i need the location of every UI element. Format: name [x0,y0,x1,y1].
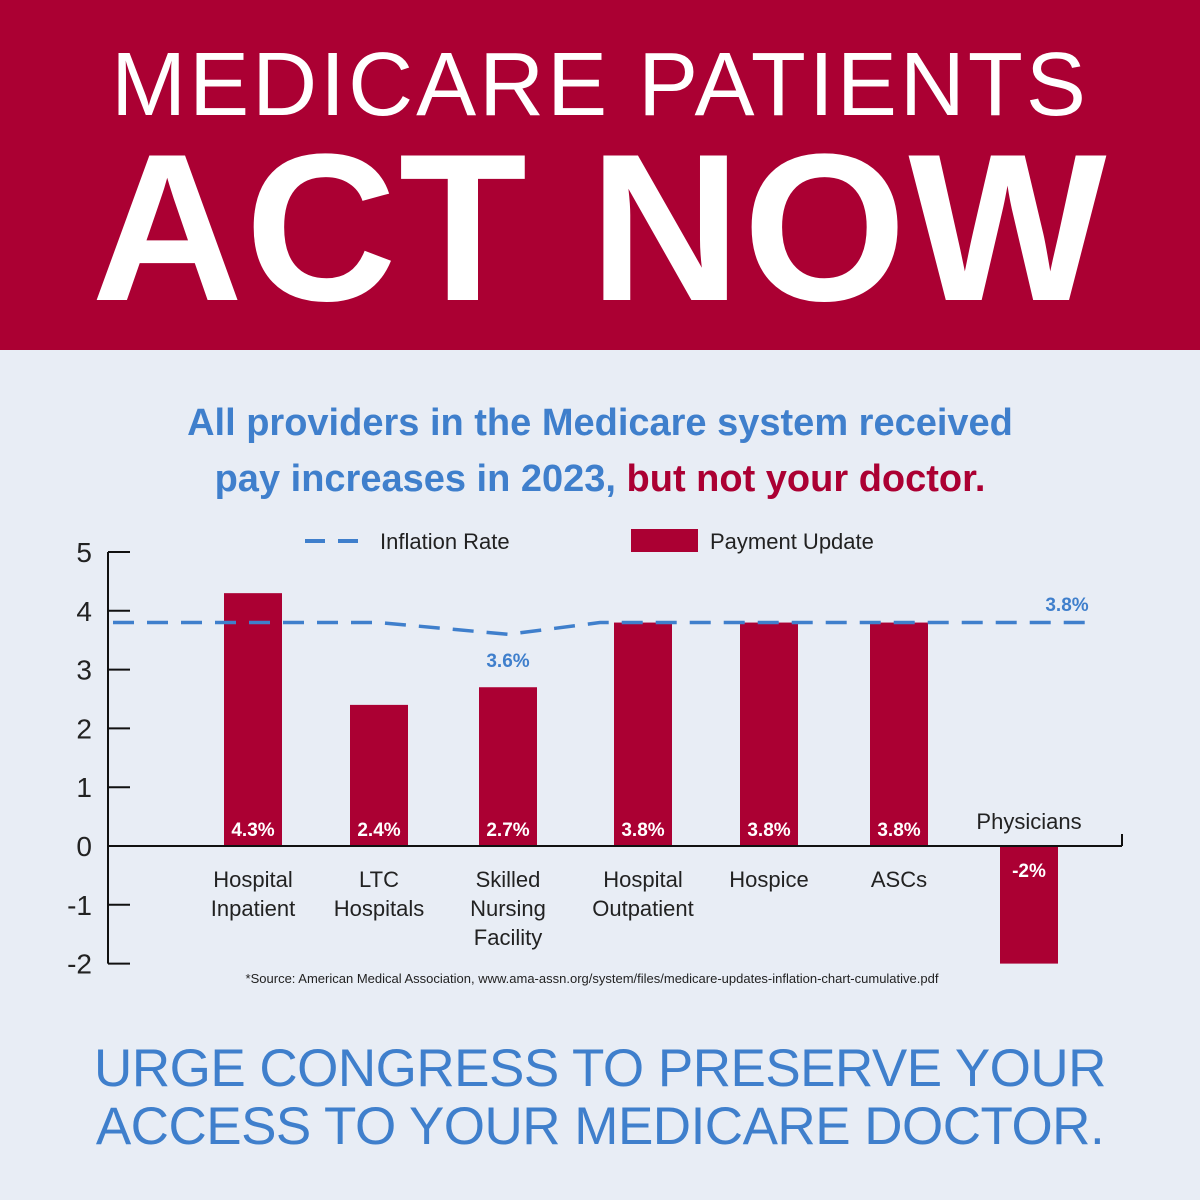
y-axis: 5 4 3 2 1 0 -1 -2 [67,537,1123,980]
category-label-line: Physicians [976,809,1081,834]
header-banner: MEDICARE PATIENTS ACT NOW [0,0,1200,350]
legend-payment-swatch [631,529,698,552]
category-label-line: LTC [359,867,399,892]
bar-value-label: 4.3% [231,820,274,841]
bar-value-label: 3.8% [747,820,790,841]
inflation-line [113,620,1095,637]
banner-title-line2: ACT NOW [91,110,1109,345]
y-tick-label: -2 [67,949,92,980]
category-label-line: Hospital [213,867,292,892]
y-tick-label: 1 [76,772,92,803]
y-tick-label: 5 [76,537,92,568]
legend-inflation-label: Inflation Rate [380,529,510,554]
payment-update-chart: Inflation Rate Payment Update 4.3% 2.4% 2.7… [67,529,1123,986]
bars-group: 4.3% 2.4% 2.7% 3.8% 3.8% 3.8% -2% [224,593,1058,964]
category-label: Hospital Inpatient [211,867,295,921]
bar [870,622,928,846]
y-tick-label: 3 [76,655,92,686]
category-label: ASCs [871,867,927,892]
inflation-label-end: 3.8% [1045,595,1088,616]
inflation-line-group: 3.6% 3.8% [113,595,1095,672]
source-note: *Source: American Medical Association, w… [246,971,939,986]
cta-line2: ACCESS TO YOUR MEDICARE DOCTOR. [95,1097,1105,1156]
bar [224,593,282,846]
category-labels: Hospital Inpatient LTC Hospitals Skilled Nurs… [211,809,1082,950]
headline-line2-blue: pay increases in 2023, [214,458,627,500]
category-label: Skilled Nursing Facility [470,867,546,950]
category-label-line: ASCs [871,867,927,892]
chart-headline: All providers in the Medicare system rec… [0,395,1200,507]
headline-line2: pay increases in 2023, but not your doct… [0,451,1200,507]
category-label-line: Hospitals [334,896,424,921]
category-label-line: Inpatient [211,896,295,921]
bar [614,622,672,846]
y-tick-label: 4 [76,596,92,627]
legend-payment-label: Payment Update [710,529,874,554]
bar-value-label: 3.8% [877,820,920,841]
category-label-line: Skilled [476,867,541,892]
bar [350,704,408,846]
bar [479,687,537,846]
category-label: LTC Hospitals [334,867,424,921]
category-label-line: Outpatient [592,896,694,921]
chart-legend: Inflation Rate Payment Update [305,529,874,554]
category-label-line: Facility [474,925,542,950]
bar-value-label: -2% [1012,861,1046,882]
bar [1000,846,1058,964]
bar-value-label: 3.8% [621,820,664,841]
headline-line2-red: but not your doctor. [626,458,986,500]
inflation-label-low: 3.6% [486,651,529,672]
cta-line1: URGE CONGRESS TO PRESERVE YOUR [94,1039,1106,1098]
y-tick-label: -1 [67,890,92,921]
category-label-line: Hospital [603,867,682,892]
category-label: Hospice [729,867,808,892]
call-to-action: URGE CONGRESS TO PRESERVE YOUR ACCESS TO… [0,1040,1200,1156]
y-tick-label: 0 [76,831,92,862]
headline-line1: All providers in the Medicare system rec… [187,402,1013,444]
bar [740,622,798,846]
y-tick-label: 2 [76,713,92,744]
category-label-line: Nursing [470,896,546,921]
bar-value-label: 2.7% [486,820,529,841]
category-label-line: Hospice [729,867,808,892]
banner-title-line1: MEDICARE PATIENTS [111,35,1089,135]
category-label: Physicians [976,809,1081,834]
bar-value-label: 2.4% [357,820,400,841]
category-label: Hospital Outpatient [592,867,694,921]
